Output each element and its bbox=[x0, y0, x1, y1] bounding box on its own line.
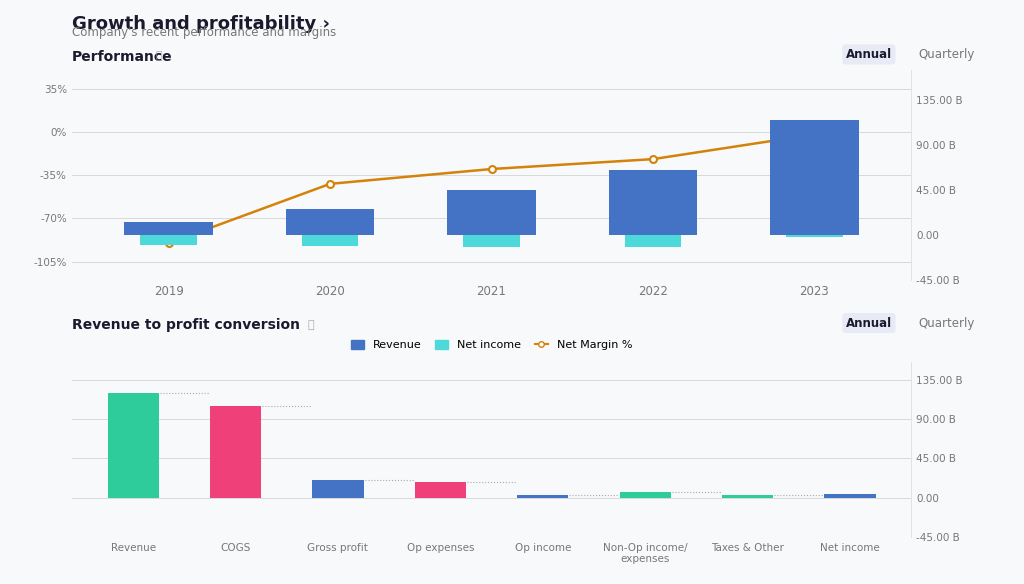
Legend: Revenue, Net income, Net Margin %: Revenue, Net income, Net Margin % bbox=[346, 335, 637, 354]
Bar bbox=[124, 223, 213, 235]
Text: Revenue to profit conversion: Revenue to profit conversion bbox=[72, 318, 300, 332]
Text: ⓘ: ⓘ bbox=[307, 320, 313, 330]
Text: Performance: Performance bbox=[72, 50, 172, 64]
Text: Annual: Annual bbox=[846, 48, 892, 61]
Bar bbox=[620, 492, 671, 498]
Bar bbox=[625, 235, 681, 247]
Bar bbox=[312, 480, 364, 498]
Bar bbox=[447, 190, 536, 235]
Bar bbox=[108, 393, 159, 498]
Text: Annual: Annual bbox=[846, 317, 892, 329]
Text: ⓘ: ⓘ bbox=[156, 51, 162, 61]
Bar bbox=[770, 120, 859, 235]
Bar bbox=[302, 235, 358, 246]
Bar bbox=[140, 235, 197, 245]
Bar bbox=[415, 482, 466, 498]
Text: Quarterly: Quarterly bbox=[919, 317, 975, 329]
Bar bbox=[463, 235, 520, 247]
Bar bbox=[824, 494, 876, 498]
Bar bbox=[786, 235, 843, 237]
Bar bbox=[286, 209, 375, 235]
Text: Quarterly: Quarterly bbox=[919, 48, 975, 61]
Bar bbox=[722, 495, 773, 498]
Bar bbox=[210, 406, 261, 498]
Text: Growth and profitability ›: Growth and profitability › bbox=[72, 15, 330, 33]
Bar bbox=[608, 170, 697, 235]
Text: Company's recent performance and margins: Company's recent performance and margins bbox=[72, 26, 336, 39]
Bar bbox=[517, 495, 568, 498]
